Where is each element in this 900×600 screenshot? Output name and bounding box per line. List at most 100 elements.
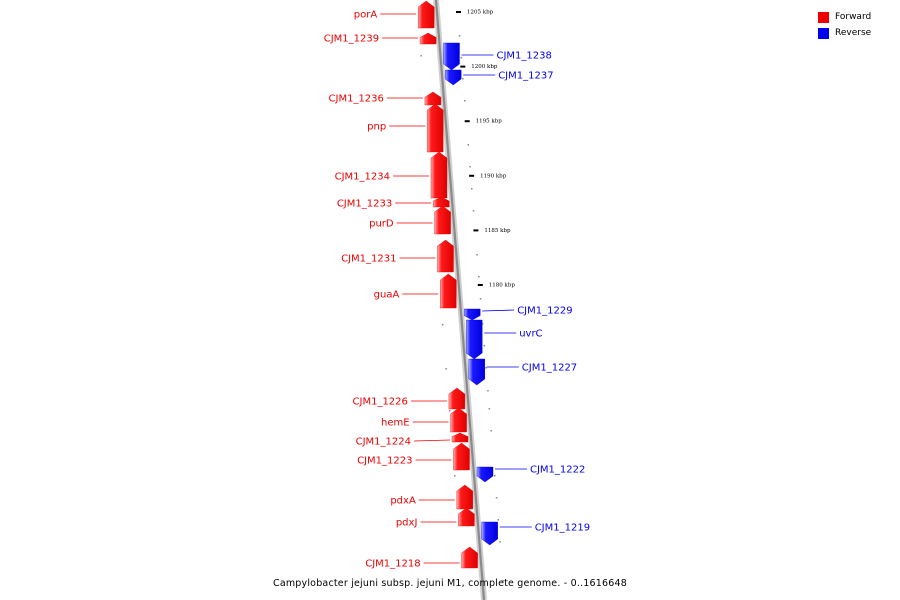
scale-dot — [441, 324, 444, 326]
scale-dot — [497, 519, 499, 521]
gene-label: CJM1_1223 — [357, 456, 412, 467]
gene-label: CJM1_1234 — [335, 172, 390, 183]
tick-label: 1195 kbp — [476, 119, 503, 125]
scale-dot — [478, 276, 480, 278]
scale-dot — [460, 57, 463, 59]
scale-dot — [472, 210, 475, 212]
gene-uvrc[interactable]: uvrC — [466, 319, 543, 360]
gene-arrow — [430, 151, 448, 199]
gene-cjm1-1222[interactable]: CJM1_1222 — [476, 465, 585, 483]
gene-arrow — [453, 442, 470, 471]
tick-label: 1205 kbp — [467, 10, 494, 16]
label-leader — [482, 309, 515, 312]
gene-label: guaA — [374, 290, 400, 301]
forward-swatch — [818, 11, 829, 23]
scale-dot — [454, 475, 456, 477]
gene-label: CJM1_1227 — [522, 363, 577, 374]
forward-label: Forward — [835, 12, 872, 22]
scale-dot — [502, 580, 504, 582]
gene-arrow — [448, 387, 466, 410]
gene-cjm1-1239[interactable]: CJM1_1239 — [324, 32, 437, 45]
gene-arrow — [481, 521, 498, 546]
kbp-ticks: 1205 kbp 1200 kbp 1195 kbp 1190 kbp 1185 kbp… — [456, 10, 515, 289]
gene-pdxj[interactable]: pdxJ — [396, 507, 475, 529]
gene-cjm1-1229[interactable]: CJM1_1229 — [464, 306, 573, 321]
gene-pnp[interactable]: pnp — [367, 103, 444, 153]
scale-dot — [485, 367, 487, 369]
gene-label: CJM1_1219 — [535, 523, 590, 534]
gene-arrow — [424, 91, 442, 106]
gene-label: CJM1_1226 — [353, 397, 408, 408]
gene-cjm1-1219[interactable]: CJM1_1219 — [481, 521, 590, 546]
gene-label: porA — [354, 10, 378, 21]
gene-purd[interactable]: purD — [369, 205, 451, 235]
gene-heme[interactable]: hemE — [381, 407, 467, 433]
gene-cjm1-1224[interactable]: CJM1_1224 — [356, 432, 469, 448]
gene-label: pdxA — [390, 496, 416, 507]
scale-dot — [445, 368, 447, 370]
gene-label: CJM1_1229 — [517, 306, 572, 317]
label-leader — [413, 439, 451, 442]
scale-dot — [490, 430, 492, 432]
gene-label: CJM1_1237 — [498, 71, 553, 82]
gene-cjm1-1231[interactable]: CJM1_1231 — [341, 239, 454, 273]
gene-cjm1-1218[interactable]: CJM1_1218 — [365, 546, 478, 570]
gene-arrow — [451, 432, 469, 443]
gene-cjm1-1238[interactable]: CJM1_1238 — [443, 42, 552, 71]
gene-arrow — [445, 69, 462, 86]
gene-cjm1-1237[interactable]: CJM1_1237 — [445, 69, 554, 86]
scale-dot — [464, 100, 466, 102]
scale-dot — [481, 323, 484, 325]
tick-label: 1190 kbp — [480, 173, 507, 179]
genome-caption: Campylobacter jejuni subsp. jejuni M1, c… — [272, 578, 627, 589]
scale-dot — [458, 35, 461, 37]
gene-cjm1-1234[interactable]: CJM1_1234 — [335, 151, 448, 199]
reverse-swatch — [818, 27, 829, 39]
gene-arrow — [476, 466, 494, 483]
gene-arrow — [437, 239, 454, 273]
gene-features: porA CJM1_1239 CJM1_1238 CJM1_1237 CJM1_1236… — [324, 0, 590, 570]
gene-label: CJM1_1233 — [337, 199, 392, 210]
scale-dot — [448, 410, 451, 412]
scale-dot — [420, 55, 422, 57]
gene-arrow — [418, 0, 435, 29]
gene-arrow — [458, 507, 475, 527]
scale-dot — [462, 78, 464, 80]
genome-backbone — [434, 0, 486, 600]
gene-label: CJM1_1218 — [365, 559, 420, 570]
gene-arrow — [433, 196, 450, 208]
gene-arrow — [450, 407, 467, 433]
gene-label: CJM1_1231 — [341, 254, 396, 265]
gene-label: pnp — [367, 122, 386, 133]
legend-forward: Forward — [818, 9, 890, 25]
gene-pora[interactable]: porA — [354, 0, 435, 29]
gene-arrow — [464, 308, 481, 321]
scale-dot — [495, 497, 498, 499]
tick-label: 1180 kbp — [489, 283, 516, 289]
tick-label: 1185 kbp — [484, 228, 511, 234]
legend: Forward Reverse — [818, 9, 890, 41]
scale-dot — [479, 298, 482, 300]
gene-arrow — [468, 358, 485, 386]
gene-cjm1-1226[interactable]: CJM1_1226 — [353, 387, 466, 410]
gene-arrow — [443, 42, 460, 71]
gene-pdxa[interactable]: pdxA — [390, 484, 473, 510]
tick-label: 1200 kbp — [471, 64, 498, 70]
gene-cjm1-1227[interactable]: CJM1_1227 — [468, 358, 577, 386]
scale-dot — [483, 345, 486, 347]
scale-dot — [467, 144, 469, 146]
legend-reverse: Reverse — [818, 25, 890, 41]
reverse-label: Reverse — [835, 28, 872, 38]
gene-cjm1-1233[interactable]: CJM1_1233 — [337, 196, 450, 210]
gene-label: CJM1_1236 — [329, 94, 384, 105]
gene-cjm1-1236[interactable]: CJM1_1236 — [329, 91, 442, 106]
gene-arrow — [434, 205, 451, 235]
scale-dot — [471, 188, 473, 190]
gene-guaa[interactable]: guaA — [374, 273, 457, 309]
gene-label: pdxJ — [396, 518, 418, 529]
gene-label: CJM1_1238 — [497, 51, 552, 62]
scale-dot — [488, 408, 491, 410]
gene-cjm1-1223[interactable]: CJM1_1223 — [357, 442, 470, 471]
gene-label: CJM1_1222 — [530, 465, 585, 476]
